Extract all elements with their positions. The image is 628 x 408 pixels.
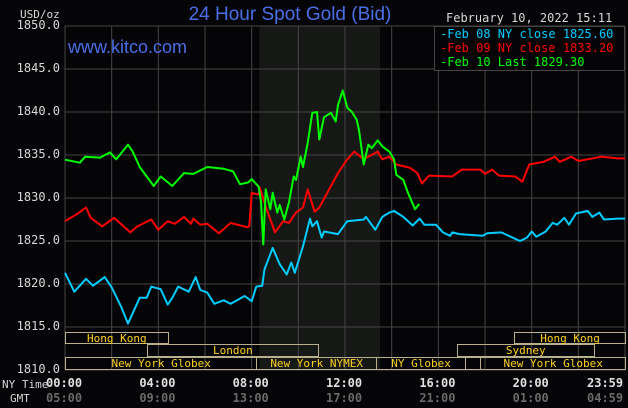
- y-tick-label: 1820.0: [16, 276, 60, 290]
- y-tick-label: 1815.0: [16, 319, 60, 333]
- gmt-label: GMT: [10, 392, 30, 405]
- y-tick-label: 1850.0: [16, 18, 60, 32]
- x-tick-label-gmt: 21:00: [419, 391, 456, 405]
- session-london: London: [146, 344, 320, 357]
- x-tick-label-gmt: 17:00: [326, 391, 363, 405]
- y-axis-unit: USD/oz: [20, 8, 60, 21]
- session-gap: [465, 357, 482, 370]
- chart-title: 24 Hour Spot Gold (Bid): [188, 4, 392, 25]
- legend-swatch: -: [440, 55, 448, 69]
- x-tick-label-ny: 08:00: [232, 376, 269, 390]
- timestamp: February 10, 2022 15:11: [446, 11, 613, 25]
- session-new-york-globex: New York Globex: [480, 357, 626, 370]
- session-sydney: Sydney: [457, 344, 595, 357]
- session-ny-globex: NY Globex: [376, 357, 467, 370]
- y-tick-label: 1810.0: [16, 362, 60, 376]
- session-new-york-globex: New York Globex: [65, 357, 258, 370]
- series-line-feb09: [64, 150, 625, 235]
- legend-swatch: -: [440, 27, 448, 41]
- y-tick-label: 1840.0: [16, 104, 60, 118]
- website-watermark: www.kitco.com: [68, 37, 188, 57]
- x-tick-label-gmt: 01:00: [512, 391, 549, 405]
- ny-time-label: NY Time: [2, 378, 49, 391]
- session-hong-kong: Hong Kong: [65, 332, 169, 344]
- x-tick-label-gmt: 05:00: [46, 391, 83, 405]
- y-tick-label: 1825.0: [16, 233, 60, 247]
- x-tick-label-ny: 16:00: [419, 376, 456, 390]
- legend-swatch: -: [440, 41, 448, 55]
- legend-box: [434, 26, 625, 71]
- x-tick-label-ny: 00:00: [46, 376, 83, 390]
- legend-item-feb09: -Feb 09 NY close 1833.20: [440, 41, 614, 55]
- x-tick-label-gmt: 04:59: [587, 391, 624, 405]
- session-hong-kong: Hong Kong: [514, 332, 626, 344]
- y-tick-label: 1830.0: [16, 190, 60, 204]
- x-tick-label-gmt: 13:00: [232, 391, 269, 405]
- x-tick-label-ny: 23:59: [587, 376, 624, 390]
- x-tick-label-gmt: 09:00: [139, 391, 176, 405]
- x-tick-label-ny: 04:00: [139, 376, 176, 390]
- legend-item-feb08: -Feb 08 NY close 1825.60: [440, 27, 614, 41]
- y-tick-label: 1845.0: [16, 61, 60, 75]
- y-tick-label: 1835.0: [16, 147, 60, 161]
- session-new-york-nymex: New York NYMEX: [256, 357, 378, 370]
- series-line-feb08: [64, 209, 625, 325]
- x-tick-label-ny: 20:00: [512, 376, 549, 390]
- x-tick-label-ny: 12:00: [326, 376, 363, 390]
- legend-item-feb10: -Feb 10 Last 1829.30: [440, 55, 585, 69]
- series-line-feb10: [64, 89, 420, 246]
